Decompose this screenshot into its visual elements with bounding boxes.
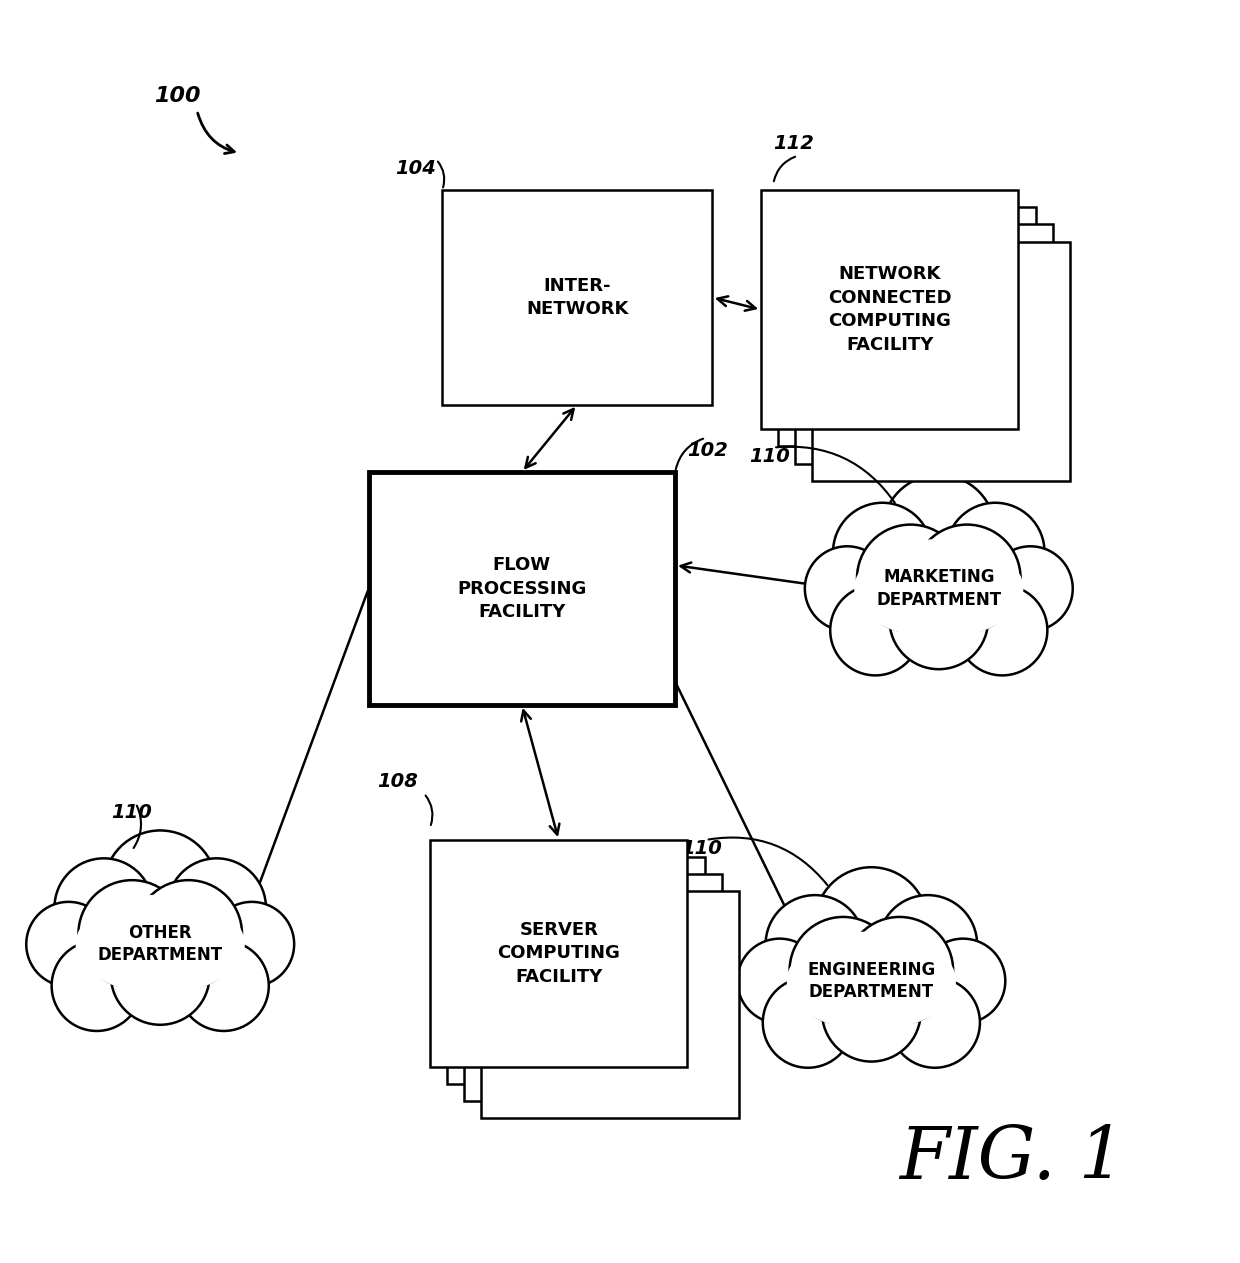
Text: 102: 102 <box>687 441 728 460</box>
Circle shape <box>135 880 242 988</box>
Bar <box>812 241 1070 481</box>
Circle shape <box>210 902 294 986</box>
Text: 104: 104 <box>396 159 436 178</box>
Circle shape <box>78 880 186 988</box>
Circle shape <box>831 585 920 676</box>
Text: NETWORK
CONNECTED
COMPUTING
FACILITY: NETWORK CONNECTED COMPUTING FACILITY <box>828 265 951 354</box>
Text: FLOW
PROCESSING
FACILITY: FLOW PROCESSING FACILITY <box>458 556 587 621</box>
Text: ENGINEERING
DEPARTMENT: ENGINEERING DEPARTMENT <box>807 961 935 1002</box>
Circle shape <box>878 895 977 994</box>
Circle shape <box>110 926 210 1024</box>
Bar <box>795 225 1053 464</box>
Circle shape <box>988 547 1073 632</box>
Bar <box>464 874 722 1101</box>
Text: INTER-
NETWORK: INTER- NETWORK <box>526 277 629 318</box>
Circle shape <box>846 917 954 1024</box>
Circle shape <box>946 503 1044 601</box>
Circle shape <box>26 902 110 986</box>
Text: 110: 110 <box>749 447 790 466</box>
Text: 110: 110 <box>681 840 722 859</box>
Bar <box>761 191 1018 429</box>
Circle shape <box>52 941 141 1031</box>
Ellipse shape <box>833 520 1044 657</box>
Circle shape <box>815 868 928 980</box>
Text: FIG. 1: FIG. 1 <box>899 1124 1125 1194</box>
Ellipse shape <box>76 894 244 994</box>
Text: MARKETING
DEPARTMENT: MARKETING DEPARTMENT <box>877 568 1002 609</box>
Bar <box>368 472 675 705</box>
Bar <box>443 191 712 404</box>
Ellipse shape <box>786 931 956 1031</box>
Text: SERVER
COMPUTING
FACILITY: SERVER COMPUTING FACILITY <box>497 921 620 986</box>
Circle shape <box>738 938 822 1023</box>
Circle shape <box>55 859 154 957</box>
Circle shape <box>822 962 921 1062</box>
Text: OTHER
DEPARTMENT: OTHER DEPARTMENT <box>98 925 223 964</box>
Circle shape <box>765 895 864 994</box>
Text: 112: 112 <box>774 134 815 153</box>
Circle shape <box>179 941 269 1031</box>
Circle shape <box>104 831 217 943</box>
Ellipse shape <box>55 877 265 1012</box>
Circle shape <box>889 571 988 669</box>
Bar <box>430 840 687 1067</box>
Text: 110: 110 <box>112 802 153 821</box>
Circle shape <box>921 938 1006 1023</box>
Circle shape <box>167 859 265 957</box>
Bar <box>779 207 1035 446</box>
Circle shape <box>763 978 853 1067</box>
Bar <box>481 892 739 1118</box>
Text: 100: 100 <box>154 86 201 106</box>
Circle shape <box>883 475 996 587</box>
Circle shape <box>833 503 931 601</box>
Ellipse shape <box>854 539 1023 638</box>
Bar <box>448 858 704 1084</box>
Circle shape <box>914 524 1021 632</box>
Circle shape <box>957 585 1048 676</box>
Ellipse shape <box>765 913 977 1048</box>
Circle shape <box>805 547 889 632</box>
Circle shape <box>889 978 980 1067</box>
Text: 108: 108 <box>377 772 418 791</box>
Circle shape <box>790 917 897 1024</box>
Circle shape <box>857 524 965 632</box>
